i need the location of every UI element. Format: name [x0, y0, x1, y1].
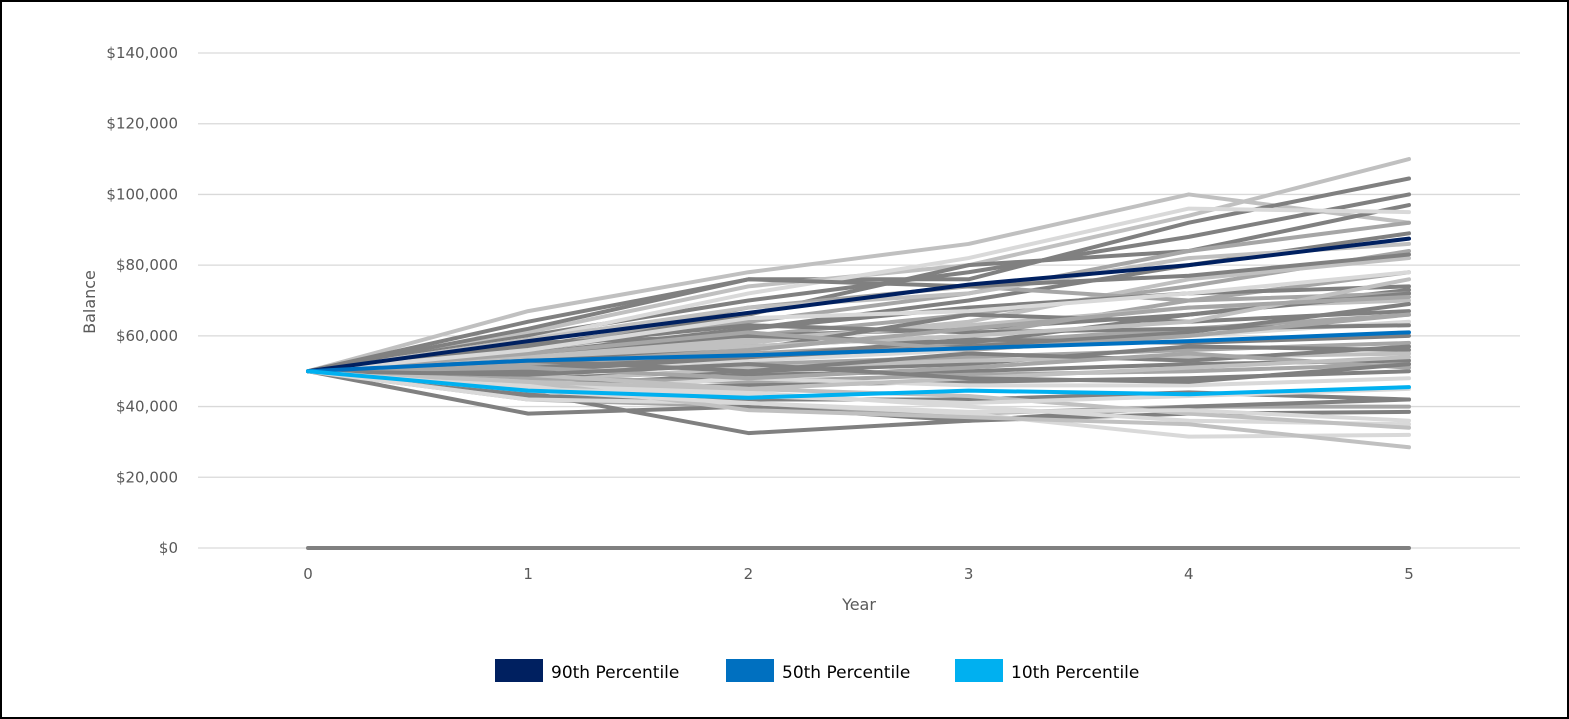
simulation-line-1 — [306, 192, 1411, 374]
legend-swatch — [495, 659, 543, 682]
y-axis-ticks: $0 $20,000 $40,000 $60,000 $80,000 $100,000 $1… — [106, 44, 178, 557]
simulation-line-43 — [306, 362, 1411, 384]
legend-label: 10th Percentile — [1011, 663, 1139, 683]
legend: 90th Percentile 50th Percentile 10th Perce… — [495, 659, 1139, 683]
legend-label: 50th Percentile — [782, 663, 910, 683]
x-axis-title: Year — [841, 595, 876, 614]
simulation-lines — [306, 157, 1411, 550]
y-tick-label: $100,000 — [106, 185, 178, 203]
x-tick-label: 2 — [744, 565, 754, 583]
x-axis-ticks: 0 1 2 3 4 5 — [303, 565, 1414, 583]
simulation-line-24 — [306, 362, 1411, 384]
x-tick-label: 5 — [1404, 565, 1414, 583]
y-tick-label: $60,000 — [116, 327, 178, 345]
x-tick-label: 0 — [303, 565, 313, 583]
x-tick-label: 4 — [1184, 565, 1194, 583]
legend-swatch — [955, 659, 1003, 682]
legend-swatch — [726, 659, 774, 682]
legend-label: 90th Percentile — [551, 663, 679, 683]
y-tick-label: $120,000 — [106, 115, 178, 133]
y-axis-title: Balance — [80, 270, 99, 334]
x-tick-label: 3 — [964, 565, 974, 583]
y-tick-label: $20,000 — [116, 468, 178, 486]
simulation-line-42 — [306, 355, 1411, 391]
simulation-line-44 — [306, 312, 1411, 374]
series-line-10th-percentile — [306, 369, 1411, 400]
y-tick-label: $140,000 — [106, 44, 178, 62]
simulation-line-45 — [306, 270, 1411, 374]
x-tick-label: 1 — [523, 565, 533, 583]
y-tick-label: $40,000 — [116, 398, 178, 416]
y-tick-label: $0 — [159, 539, 178, 557]
series-line-50th-percentile — [306, 330, 1411, 374]
y-tick-label: $80,000 — [116, 256, 178, 274]
simulation-line-4 — [306, 192, 1411, 374]
simulation-line-47 — [306, 252, 1411, 374]
series-line-90th-percentile — [306, 236, 1411, 374]
simulation-line-2 — [306, 176, 1411, 374]
percentile-lines — [306, 236, 1411, 400]
